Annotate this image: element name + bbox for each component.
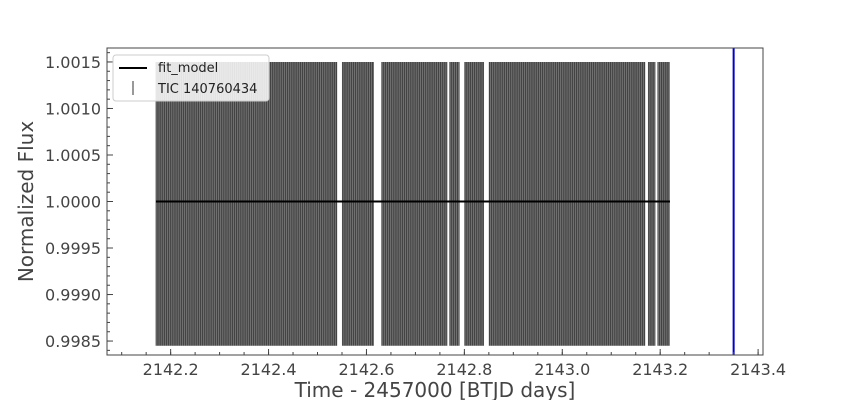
x-tick-label: 2142.4 [241,360,297,379]
legend-box [112,54,270,102]
y-tick-label: 0.9985 [45,332,101,351]
y-tick-label: 1.0005 [45,146,101,165]
x-tick-label: 2143.0 [534,360,590,379]
y-tick-label: 1.0015 [45,53,101,72]
x-tick-label: 2142.6 [338,360,394,379]
x-tick-label: 2143.4 [730,360,786,379]
x-tick-label: 2142.2 [143,360,199,379]
x-axis-label: Time - 2457000 [BTJD days] [294,378,576,400]
y-tick-label: 1.0010 [45,99,101,118]
legend: fit_model TIC 140760434 [112,54,270,102]
y-axis-label: Normalized Flux [14,121,38,283]
y-tick-label: 1.0000 [45,193,101,212]
y-tick-label: 0.9990 [45,286,101,305]
legend-label-tic: TIC 140760434 [157,82,257,97]
legend-label-fit-model: fit_model [158,61,218,76]
errorbar-series [155,61,670,346]
x-axis: 2142.2 2142.4 2142.6 2142.8 2143.0 2143.2 2143… [121,349,786,379]
plot-area [155,48,735,355]
x-tick-label: 2143.2 [632,360,688,379]
x-tick-label: 2142.8 [436,360,492,379]
y-axis: 0.9985 0.9990 0.9995 1.0000 1.0005 1.0010 1.00… [45,52,113,351]
y-tick-label: 0.9995 [45,239,101,258]
